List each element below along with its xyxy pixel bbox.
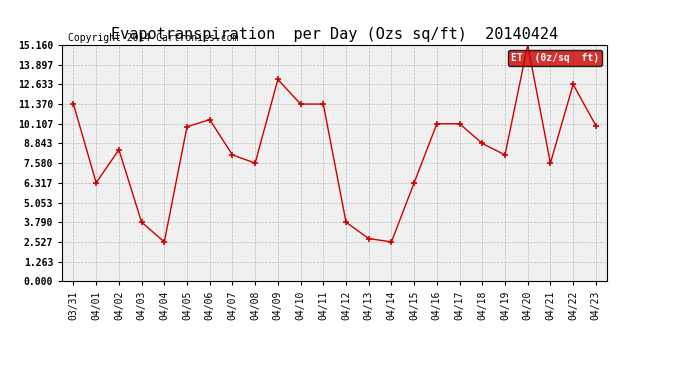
Legend: ET  (0z/sq  ft): ET (0z/sq ft) [509, 50, 602, 66]
Title: Evapotranspiration  per Day (Ozs sq/ft)  20140424: Evapotranspiration per Day (Ozs sq/ft) 2… [111, 27, 558, 42]
Text: Copyright 2014 Cartronics.com: Copyright 2014 Cartronics.com [68, 33, 238, 43]
